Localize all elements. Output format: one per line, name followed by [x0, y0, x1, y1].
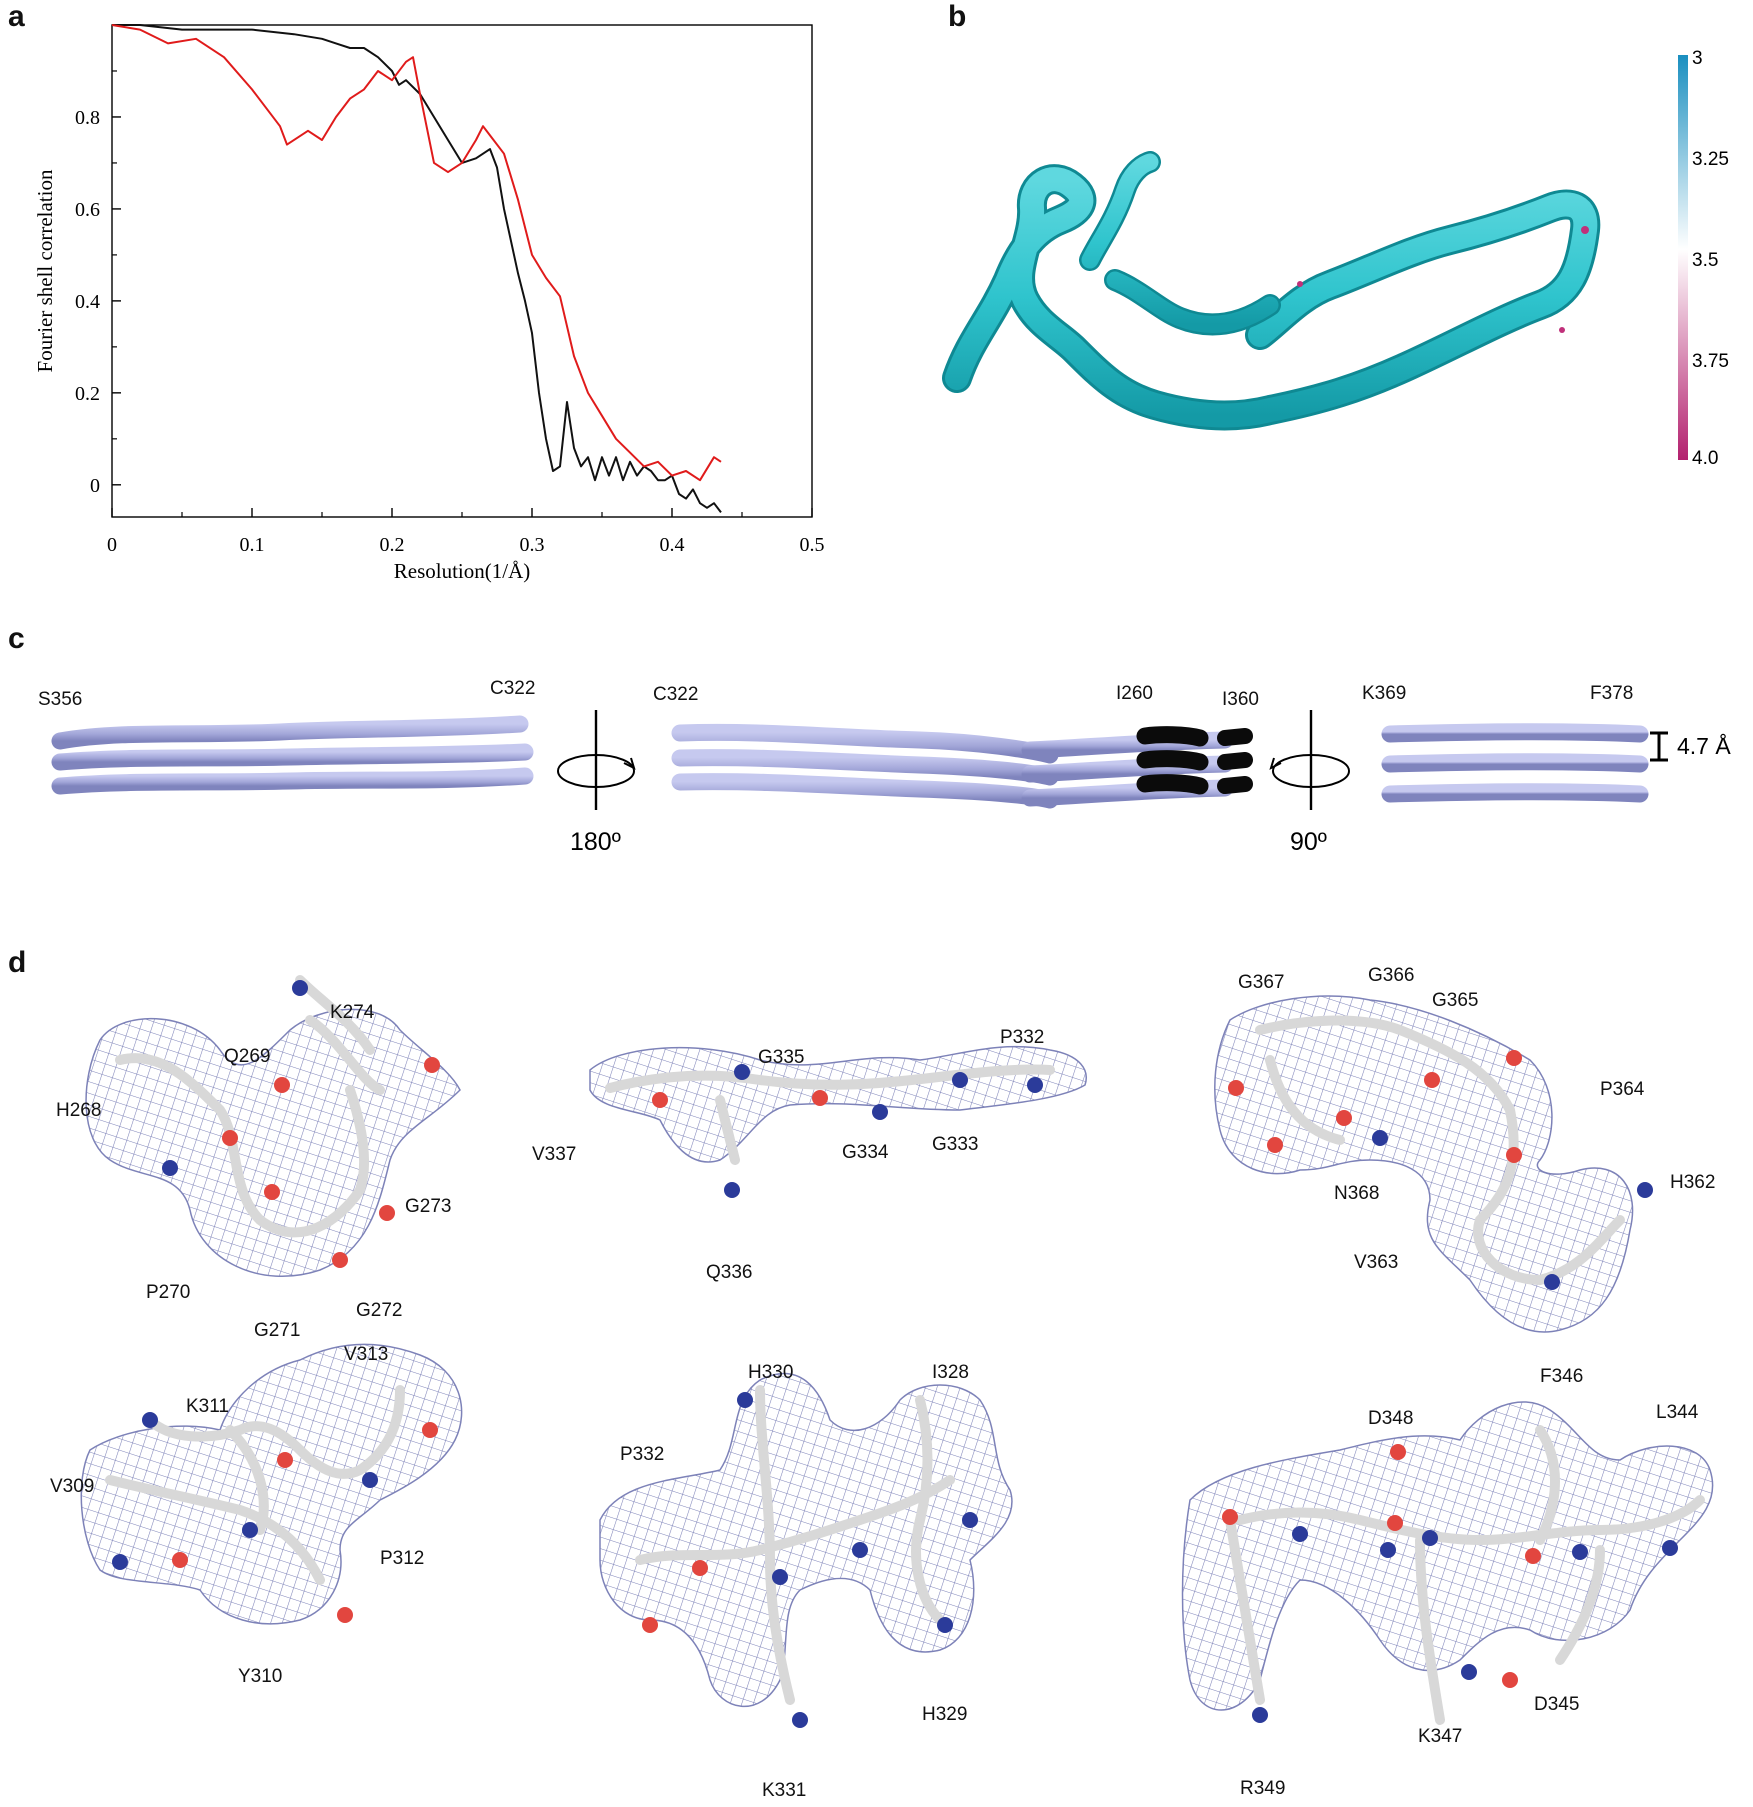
colorbar-tick: 3.25 [1692, 149, 1729, 170]
residue-label: K331 [762, 1780, 806, 1801]
residue-label: N368 [1334, 1183, 1379, 1204]
residue-label: K274 [330, 1002, 375, 1023]
stack-middle: C322 I260 I360 [653, 683, 1259, 809]
stack-left: S356 C322 [38, 678, 535, 795]
y-axis: 0 0.2 0.4 0.6 0.8 [75, 70, 121, 497]
residue-label-start: C322 [653, 684, 698, 705]
residue-label: G271 [254, 1320, 300, 1341]
x-tick-label: 0 [107, 534, 117, 556]
fsc-chart: 0 0.2 0.4 0.6 0.8 0 0.1 0.2 0.3 0.4 0.5 Fourier s… [33, 24, 825, 583]
residue-label: V309 [50, 1476, 94, 1497]
rotation-label: 90º [1290, 828, 1327, 856]
strand-inner-shadow [1079, 151, 1281, 336]
panel-label-b: b [948, 0, 967, 33]
residue-label: G273 [405, 1196, 451, 1217]
rotation-180: 180º [557, 710, 636, 856]
rotation-label: 180º [570, 828, 621, 856]
residue-label: I260 [1116, 683, 1153, 704]
y-tick-label: 0.2 [75, 383, 100, 405]
residue-label: G334 [842, 1142, 889, 1163]
residue-label: P270 [146, 1282, 190, 1303]
low-res-spot [1559, 327, 1565, 333]
residue-label: G366 [1368, 965, 1414, 986]
residue-label: D348 [1368, 1408, 1413, 1429]
residue-label: V363 [1354, 1252, 1398, 1273]
colorbar-gradient [1678, 55, 1688, 460]
residue-label: P332 [620, 1444, 664, 1465]
residue-label: Q269 [224, 1046, 270, 1067]
residue-label-end: F378 [1590, 683, 1633, 704]
residue-label-start: K369 [1362, 683, 1406, 704]
y-tick-label: 0 [90, 475, 100, 497]
residue-label: H268 [56, 1100, 101, 1121]
y-tick-label: 0.4 [75, 291, 100, 313]
residue-label: I360 [1222, 689, 1259, 710]
low-res-spot [1581, 226, 1589, 234]
colorbar: 3 3.25 3.5 3.75 4.0 [1678, 50, 1729, 469]
residue-label: R349 [1240, 1778, 1285, 1799]
colorbar-tick: 3.75 [1692, 351, 1729, 372]
residue-label: D345 [1534, 1694, 1579, 1715]
y-tick-label: 0.6 [75, 199, 100, 221]
x-axis: 0 0.1 0.2 0.3 0.4 0.5 [107, 508, 825, 556]
residue-label-end: C322 [490, 678, 535, 699]
fsc-series-line-2 [111, 24, 722, 482]
residue-label: V313 [344, 1344, 388, 1365]
residue-label: I328 [932, 1362, 969, 1383]
residue-label: V337 [532, 1144, 576, 1165]
colorbar-tick: 3.5 [1692, 250, 1718, 271]
residue-label: P312 [380, 1548, 424, 1569]
residue-label: P332 [1000, 1027, 1044, 1048]
fibril-layers: S356 C322 180º C322 I260 I360 90º K369 [38, 678, 1731, 856]
density-panel-1: K274 Q269 H268 G273 P270 G271 G272 [56, 975, 461, 1341]
stack-right: K369 F378 4.7 Å [1362, 683, 1731, 803]
plot-frame [111, 24, 813, 518]
x-tick-label: 0.4 [660, 534, 685, 556]
x-tick-label: 0.2 [380, 534, 405, 556]
density-panel-2: G335 P332 V337 G334 G333 Q336 [532, 1027, 1087, 1283]
x-tick-label: 0.3 [520, 534, 545, 556]
residue-label: H362 [1670, 1172, 1715, 1193]
x-tick-label: 0.5 [800, 534, 825, 556]
panel-label-a: a [8, 0, 25, 33]
colorbar-tick: 4.0 [1692, 448, 1718, 469]
x-tick-label: 0.1 [240, 534, 265, 556]
low-res-spot [1297, 281, 1303, 287]
density-panels: K274 Q269 H268 G273 P270 G271 G272 G335 … [50, 965, 1715, 1801]
panel-label-d: d [8, 946, 27, 979]
residue-label: G335 [758, 1047, 804, 1068]
spacing-label: 4.7 Å [1677, 732, 1731, 759]
residue-label: F346 [1540, 1366, 1583, 1387]
density-panel-5: H330 I328 P332 H329 K331 [599, 1362, 1013, 1801]
residue-label: Q336 [706, 1262, 752, 1283]
x-axis-label: Resolution(1/Å) [394, 559, 531, 583]
residue-label: K347 [1418, 1726, 1462, 1747]
strand-outer [945, 167, 1598, 428]
residue-label: G272 [356, 1300, 402, 1321]
residue-label: L344 [1656, 1402, 1699, 1423]
residue-label: H330 [748, 1362, 793, 1383]
residue-label: Y310 [238, 1666, 282, 1687]
colorbar-tick: 3 [1692, 50, 1703, 69]
residue-label: G333 [932, 1134, 978, 1155]
y-tick-label: 0.8 [75, 107, 100, 129]
spacing-bracket [1650, 731, 1668, 762]
density-panel-6: F346 D348 L344 K347 D345 R349 [1181, 1366, 1714, 1799]
y-axis-label: Fourier shell correlation [33, 169, 57, 372]
residue-label: G365 [1432, 990, 1478, 1011]
residue-label-start: S356 [38, 689, 82, 710]
residue-label: K311 [186, 1396, 229, 1417]
strand-inner [1081, 153, 1279, 333]
panel-label-c: c [8, 622, 25, 655]
residue-label: H329 [922, 1704, 967, 1725]
local-resolution-map [942, 151, 1601, 431]
residue-label: G367 [1238, 972, 1284, 993]
series-group [111, 24, 722, 514]
density-panel-4: V313 K311 V309 P312 Y310 [50, 1343, 463, 1687]
density-panel-3: G367 G366 G365 P364 H362 N368 V363 [1214, 965, 1715, 1333]
residue-label: P364 [1600, 1079, 1645, 1100]
fsc-series-line-1 [112, 24, 722, 514]
rotation-90: 90º [1269, 710, 1350, 856]
